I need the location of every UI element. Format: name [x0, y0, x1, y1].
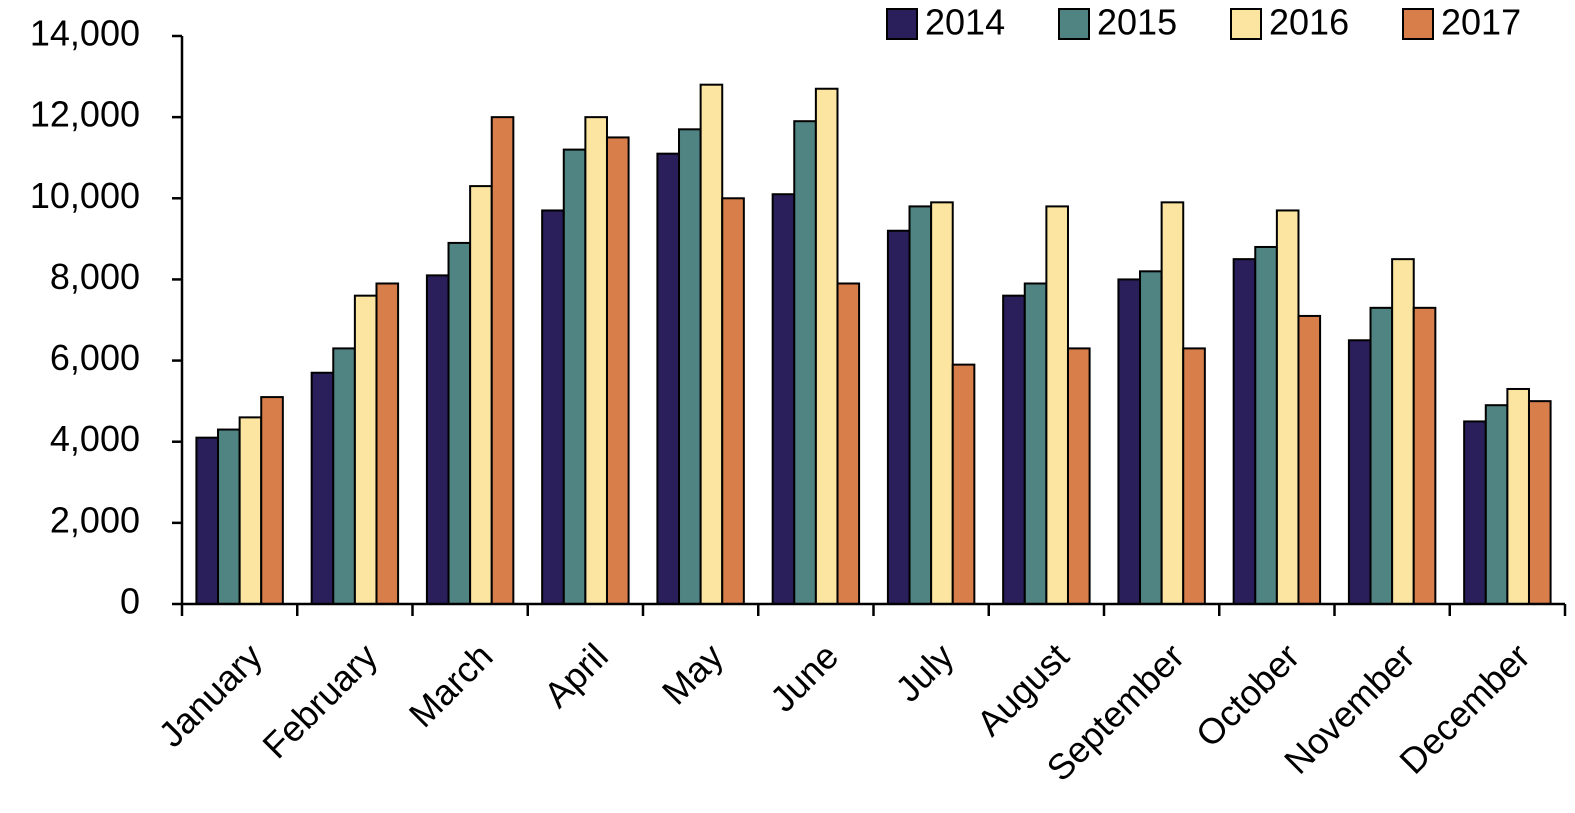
y-tick-label: 12,000: [30, 94, 140, 135]
x-tick-label: August: [969, 635, 1077, 743]
bar: [375, 282, 400, 605]
y-tick-label: 2,000: [50, 499, 140, 540]
bar: [1412, 306, 1437, 605]
y-tick-label: 14,000: [30, 13, 140, 54]
x-tick-label: April: [536, 635, 616, 715]
legend-swatch: [1230, 8, 1262, 40]
x-tick-label: February: [254, 635, 385, 766]
bar: [908, 205, 933, 605]
y-tick-label: 8,000: [50, 256, 140, 297]
bar: [1045, 205, 1069, 605]
x-tick-label: July: [887, 635, 961, 709]
legend-label: 2017: [1441, 2, 1521, 43]
legend-swatch: [886, 8, 918, 40]
bar: [836, 282, 861, 605]
bar: [238, 416, 263, 605]
y-tick-label: 0: [120, 581, 140, 622]
bar: [1275, 209, 1300, 605]
x-tick-label: June: [762, 635, 846, 719]
bar: [490, 116, 515, 606]
y-tick-label: 6,000: [50, 337, 140, 378]
bar: [447, 241, 472, 606]
legend-label: 2016: [1269, 2, 1349, 43]
bar: [1506, 387, 1530, 605]
legend-swatch: [1058, 8, 1090, 40]
y-tick-label: 4,000: [50, 418, 140, 459]
bar: [425, 274, 450, 605]
bar: [930, 201, 954, 605]
x-tick-label: October: [1188, 635, 1308, 755]
bar: [260, 396, 284, 606]
bar: [1391, 258, 1415, 605]
legend-label: 2014: [925, 2, 1005, 43]
bar: [771, 193, 796, 605]
bar: [951, 363, 976, 605]
bar: [656, 152, 681, 606]
bar: [1463, 420, 1487, 605]
bar: [699, 83, 724, 605]
bar: [1023, 282, 1048, 605]
legend-label: 2015: [1097, 2, 1177, 43]
bar: [1117, 278, 1142, 605]
bar: [353, 294, 378, 605]
bar: [1066, 347, 1091, 605]
bar: [721, 197, 745, 606]
y-tick-label: 10,000: [30, 175, 140, 216]
bar: [1232, 258, 1257, 605]
x-tick-label: March: [401, 635, 501, 735]
bar: [1347, 339, 1372, 605]
bar: [605, 136, 630, 606]
bar: [332, 347, 356, 605]
bar: [1297, 314, 1322, 605]
bar: [1527, 400, 1552, 605]
bar: [886, 229, 911, 605]
bar: [541, 209, 565, 605]
bar: [195, 436, 220, 605]
bar: [1160, 201, 1185, 605]
bar: [1002, 294, 1026, 605]
bar: [814, 87, 839, 605]
x-tick-label: May: [654, 635, 731, 712]
bar: [562, 148, 587, 605]
bar: [793, 120, 817, 605]
bar: [1484, 404, 1509, 606]
x-tick-label: January: [150, 635, 270, 755]
bar: [584, 116, 608, 606]
bar: [678, 128, 702, 605]
bar: [469, 185, 493, 605]
bar: [310, 371, 335, 605]
bar: [1139, 270, 1163, 605]
bar: [1254, 245, 1278, 605]
bar: [1182, 347, 1206, 605]
bar: [1369, 306, 1394, 605]
bar: [217, 428, 241, 605]
legend-swatch: [1402, 8, 1434, 40]
